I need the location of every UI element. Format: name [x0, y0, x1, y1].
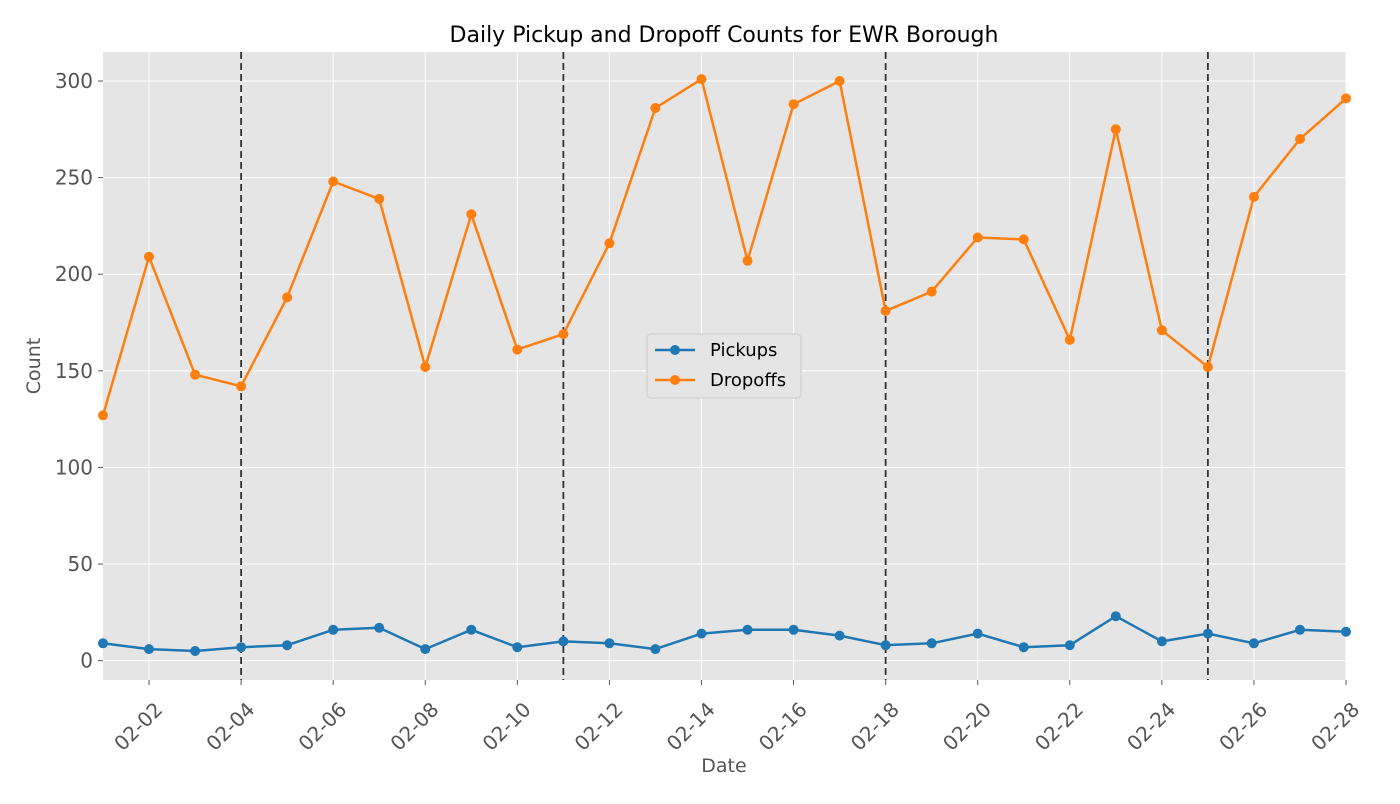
dropoffs-point	[604, 238, 615, 249]
pickups-point	[650, 644, 661, 655]
pickups-point	[788, 624, 799, 635]
pickups-point	[1295, 624, 1305, 635]
pickups-point	[742, 624, 753, 635]
dropoffs-point	[788, 99, 799, 110]
pickups-point	[972, 628, 983, 639]
dropoffs-point	[282, 292, 293, 303]
legend-pickups-marker	[670, 345, 680, 355]
chart-title: Daily Pickup and Dropoff Counts for EWR …	[450, 23, 999, 48]
pickups-point	[1248, 638, 1259, 649]
pickups-point	[144, 644, 154, 655]
grid	[103, 52, 1347, 680]
pickups-point	[374, 622, 385, 633]
pickups-point	[926, 638, 937, 649]
pickups-point	[512, 642, 523, 653]
dropoffs-point	[512, 344, 523, 355]
dropoffs-point	[1248, 191, 1259, 202]
dropoffs-point	[1110, 124, 1121, 135]
y-tick-label: 50	[68, 552, 93, 576]
y-tick-label: 0	[80, 649, 93, 673]
pickups-point	[696, 628, 707, 639]
pickups-point	[190, 646, 201, 656]
dropoffs-point	[1341, 93, 1351, 104]
dropoffs-point	[144, 251, 154, 262]
y-axis-label: Count	[23, 338, 45, 394]
pickups-point	[466, 624, 477, 635]
pickups-point	[98, 638, 108, 649]
pickups-point	[604, 638, 615, 649]
dropoffs-point	[972, 232, 983, 243]
pickups-point	[328, 624, 339, 635]
dropoffs-point	[236, 381, 247, 392]
dropoffs-point	[466, 209, 477, 220]
pickups-point	[1341, 626, 1351, 637]
dropoffs-point	[926, 286, 937, 297]
pickups-point	[1156, 636, 1167, 647]
pickups-point	[558, 636, 569, 647]
dropoffs-point	[420, 362, 431, 372]
y-tick-label: 150	[55, 359, 93, 383]
dropoffs-series-line	[101, 77, 1347, 416]
dropoffs-point	[1018, 234, 1029, 245]
pickups-point	[282, 640, 293, 651]
legend-pickups-label: Pickups	[710, 340, 777, 361]
dropoffs-point	[650, 103, 661, 113]
y-tick-label: 250	[55, 166, 93, 190]
dropoffs-point	[1156, 325, 1167, 336]
dropoffs-point	[98, 410, 108, 421]
pickups-point	[1018, 642, 1029, 653]
pickups-point	[880, 640, 891, 651]
pickups-point	[1110, 611, 1121, 622]
y-tick-label: 300	[55, 69, 93, 93]
series-group	[98, 74, 1351, 656]
dropoffs-point	[834, 76, 845, 86]
dropoffs-point	[1202, 362, 1213, 372]
dropoffs-point	[1064, 334, 1075, 345]
pickups-point	[236, 642, 247, 653]
y-tick-label: 200	[55, 262, 93, 286]
dropoffs-point	[742, 255, 753, 266]
pickups-point	[834, 630, 845, 641]
dropoffs-point	[880, 305, 891, 316]
dropoffs-point	[558, 329, 569, 340]
y-tick-label: 100	[55, 455, 93, 479]
legend-dropoffs-label: Dropoffs	[710, 370, 786, 391]
dropoffs-point	[328, 176, 339, 187]
legend: Pickups Dropoffs	[646, 333, 802, 399]
dropoffs-point	[374, 193, 385, 204]
dropoffs-point	[190, 369, 201, 380]
legend-dropoffs-marker	[670, 375, 680, 385]
dropoffs-point	[1295, 134, 1305, 144]
pickups-series-line	[102, 614, 1347, 653]
pickups-point	[1064, 640, 1075, 651]
pickups-point	[1202, 628, 1213, 639]
x-axis-label: Date	[701, 755, 746, 777]
dropoffs-point	[696, 74, 707, 85]
pickups-point	[420, 644, 431, 655]
